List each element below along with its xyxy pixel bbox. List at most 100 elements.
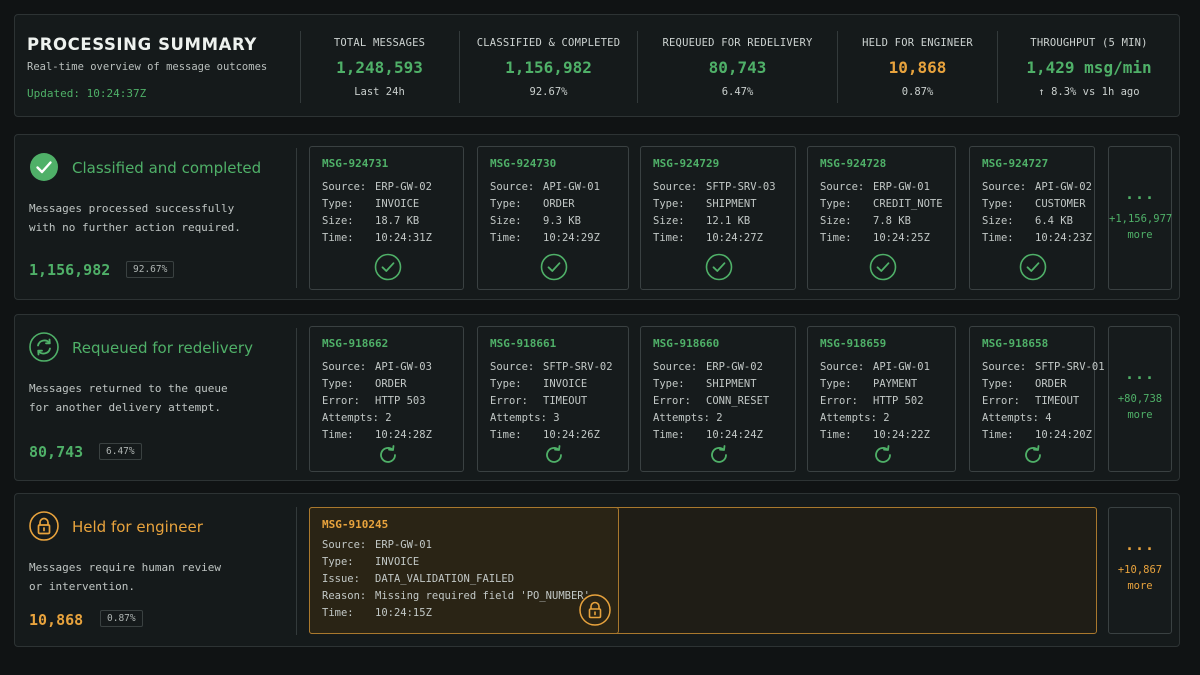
message-card[interactable]: MSG-924730 Source: API-GW-01 Type: ORDER Size… xyxy=(477,146,629,290)
description-line: with no further action required. xyxy=(29,221,241,234)
message-details: Source: SFTP-SRV-01 Type: ORDER Error: TIMEOU… xyxy=(982,359,1105,444)
detail-source: Source: API-GW-01 xyxy=(820,361,930,373)
detail-size: Size: 7.8 KB xyxy=(820,214,911,227)
metric-value: 10,868 xyxy=(888,58,947,77)
detail-attempts: Attempts: 2 xyxy=(653,411,723,424)
percent-badge: 0.87% xyxy=(100,610,143,627)
metric-requeued: REQUEUED FOR REDELIVERY 80,743 6.47% xyxy=(645,37,830,98)
detail-type: Type: ORDER xyxy=(490,197,575,210)
detail-attempts: Attempts: 2 xyxy=(322,411,392,424)
detail-attempts: Attempts: 2 xyxy=(820,411,890,424)
message-id: MSG-918659 xyxy=(820,337,887,350)
message-card[interactable]: MSG-918658 Source: SFTP-SRV-01 Type: ORDER Er… xyxy=(969,326,1105,472)
message-card[interactable]: MSG-924727 Source: API-GW-02 Type: CUSTOMER S… xyxy=(969,146,1095,290)
detail-time: Time: 10:24:28Z xyxy=(322,428,432,441)
detail-size: Size: 18.7 KB xyxy=(322,214,420,227)
page-subtitle: Real-time overview of message outcomes xyxy=(27,61,268,73)
detail-type: Type: CUSTOMER xyxy=(982,197,1086,210)
detail-time: Time: 10:24:24Z xyxy=(653,428,763,441)
description-line: Messages require human review xyxy=(29,561,222,574)
metric-value: 1,248,593 xyxy=(336,58,423,77)
message-id: MSG-910245 xyxy=(322,518,389,531)
message-card[interactable]: MSG-918659 Source: API-GW-01 Type: PAYMENT Er… xyxy=(807,326,956,472)
section-description: Messages require human review or interve… xyxy=(29,558,221,596)
message-card[interactable]: MSG-910245 Source: ERP-GW-01 Type: INVOICE… xyxy=(309,507,619,634)
description-line: or intervention. xyxy=(29,580,135,593)
message-card[interactable]: MSG-918661 Source: SFTP-SRV-02 Type: INVOICE… xyxy=(477,326,629,472)
detail-time: Time: 10:24:22Z xyxy=(820,428,930,441)
header-divider xyxy=(459,31,460,103)
message-id: MSG-924727 xyxy=(982,157,1049,170)
percent-badge: 92.67% xyxy=(126,261,175,278)
detail-size: Size: 9.3 KB xyxy=(490,214,581,227)
metric-classified-completed: CLASSIFIED & COMPLETED 1,156,982 92.67% xyxy=(467,37,630,98)
detail-reason: Reason: Missing required field 'PO_NUMBER… xyxy=(322,589,590,602)
message-details: Source: ERP-GW-02 Type: INVOICE Size: 18.7 KB… xyxy=(322,179,432,247)
more-count: +80,738 xyxy=(1117,393,1163,405)
message-card[interactable]: MSG-924729 Source: SFTP-SRV-03 Type: SHIPMEN… xyxy=(640,146,796,290)
detail-error: Error: TIMEOUT xyxy=(982,394,1080,407)
detail-time: Time: 10:24:15Z xyxy=(322,606,432,619)
section-title: Held for engineer xyxy=(72,518,203,536)
metric-sub: 92.67% xyxy=(529,86,568,98)
detail-time: Time: 10:24:29Z xyxy=(490,231,600,244)
updated-timestamp: Updated: 10:24:37Z xyxy=(27,87,147,100)
message-card[interactable]: MSG-918662 Source: API-GW-03 Type: ORDER Erro… xyxy=(309,326,464,472)
section-divider xyxy=(296,507,297,635)
more-dots: ... xyxy=(1124,185,1156,203)
more-label: more xyxy=(1127,580,1153,592)
section-classified-completed: Classified and completed Messages proces… xyxy=(14,134,1180,300)
description-line: Messages processed successfully xyxy=(29,202,235,215)
detail-type: Type: ORDER xyxy=(322,377,407,390)
refresh-icon xyxy=(711,445,727,463)
lock-icon xyxy=(29,511,59,541)
more-label: more xyxy=(1127,409,1153,421)
detail-source: Source: ERP-GW-01 xyxy=(322,539,432,551)
metric-label: THROUGHPUT (5 MIN) xyxy=(1030,37,1148,49)
lock-icon xyxy=(579,594,611,626)
detail-source: Source: ERP-GW-01 xyxy=(820,181,930,193)
detail-error: Error: CONN_RESET xyxy=(653,394,770,407)
detail-attempts: Attempts: 3 xyxy=(490,411,560,424)
header-divider xyxy=(300,31,301,103)
message-details: Source: API-GW-01 Type: PAYMENT Error: HTTP 5… xyxy=(820,359,930,444)
detail-size: Size: 12.1 KB xyxy=(653,214,751,227)
metric-total-messages: TOTAL MESSAGES 1,248,593 Last 24h xyxy=(307,37,452,98)
metric-sub: Last 24h xyxy=(354,86,405,98)
message-id: MSG-918661 xyxy=(490,337,557,350)
check-circle-icon xyxy=(869,253,897,281)
detail-source: Source: SFTP-SRV-01 xyxy=(982,361,1105,373)
message-id: MSG-918662 xyxy=(322,337,389,350)
detail-type: Type: PAYMENT xyxy=(820,377,918,390)
metric-throughput: THROUGHPUT (5 MIN) 1,429 msg/min ↑ 8.3% … xyxy=(1005,37,1173,98)
detail-time: Time: 10:24:25Z xyxy=(820,231,930,244)
message-card[interactable]: MSG-924728 Source: ERP-GW-01 Type: CREDIT_NO… xyxy=(807,146,956,290)
processing-summary-header: PROCESSING SUMMARY Real-time overview of… xyxy=(14,14,1180,117)
message-details: Source: SFTP-SRV-02 Type: INVOICE Error: TIME… xyxy=(490,359,613,444)
message-details: Source: API-GW-01 Type: ORDER Size: 9.3 KB Tim… xyxy=(490,179,600,247)
detail-time: Time: 10:24:23Z xyxy=(982,231,1092,244)
message-details: Source: SFTP-SRV-03 Type: SHIPMENT Size: 12.1… xyxy=(653,179,776,247)
detail-source: Source: SFTP-SRV-03 xyxy=(653,181,776,193)
detail-type: Type: SHIPMENT xyxy=(653,377,757,390)
section-title: Classified and completed xyxy=(72,159,262,177)
detail-time: Time: 10:24:31Z xyxy=(322,231,432,244)
detail-attempts: Attempts: 4 xyxy=(982,411,1052,424)
more-messages-button[interactable]: ... +1,156,977 more xyxy=(1108,146,1172,290)
detail-source: Source: ERP-GW-02 xyxy=(653,361,763,373)
detail-error: Error: TIMEOUT xyxy=(490,394,588,407)
description-line: for another delivery attempt. xyxy=(29,401,222,414)
message-card[interactable]: MSG-918660 Source: ERP-GW-02 Type: SHIPMENT E… xyxy=(640,326,796,472)
detail-type: Type: INVOICE xyxy=(490,377,588,390)
detail-type: Type: INVOICE xyxy=(322,555,420,568)
message-card[interactable]: MSG-924731 Source: ERP-GW-02 Type: INVOICE Si… xyxy=(309,146,464,290)
more-messages-button[interactable]: ... +10,867 more xyxy=(1108,507,1172,634)
section-count: 80,743 xyxy=(29,443,84,461)
more-count: +10,867 xyxy=(1117,564,1163,576)
section-description: Messages processed successfully with no … xyxy=(29,199,241,237)
more-messages-button[interactable]: ... +80,738 more xyxy=(1108,326,1172,472)
header-divider xyxy=(997,31,998,103)
refresh-icon xyxy=(875,445,891,463)
check-circle-icon xyxy=(30,153,58,181)
metric-sub: 6.47% xyxy=(721,86,754,98)
